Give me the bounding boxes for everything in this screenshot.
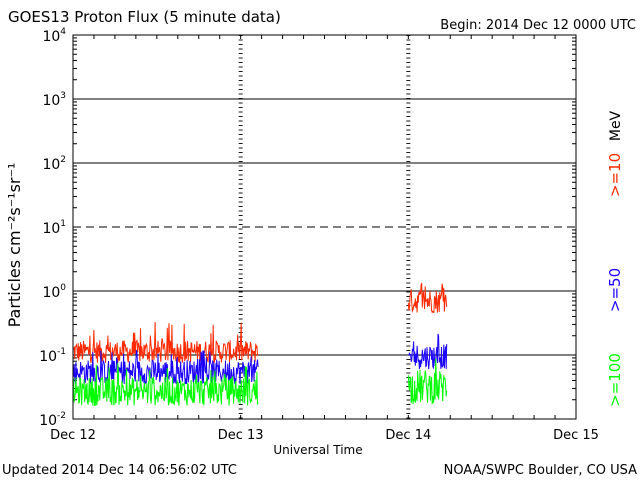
series-line-2 [72,363,259,407]
y-tick-exponent: 1 [60,219,66,229]
y-tick-exponent: -1 [57,347,66,357]
y-tick-exponent: 3 [60,91,66,101]
chart-title: GOES13 Proton Flux (5 minute data) [8,8,281,26]
data-series [72,282,448,407]
y-tick-label: 100 [42,283,66,301]
x-tick-label: Dec 14 [385,428,431,443]
series-line-2 [407,358,448,405]
y-tick-base: 10 [42,285,60,301]
y-axis-label: Particles cm⁻²s⁻¹sr⁻¹ [5,163,24,328]
legend: >=10 >=50 >=100 MeV [606,110,624,406]
x-tick-label: Dec 12 [50,428,96,443]
y-tick-label: 10-1 [39,347,66,365]
plot-frame [72,34,577,420]
y-tick-base: 10 [39,349,57,365]
y-tick-base: 10 [42,93,60,109]
legend-unit: MeV [608,110,624,141]
y-tick-exponent: 4 [60,27,66,37]
y-tick-base: 10 [42,29,60,45]
y-tick-label: 102 [42,155,66,173]
begin-time: Begin: 2014 Dec 12 0000 UTC [440,18,636,33]
y-tick-label: 104 [42,27,66,45]
y-tick-label: 101 [42,219,66,237]
y-tick-label: 103 [42,91,66,109]
series-line-1 [407,333,448,370]
legend-entry: >=100 [606,353,624,407]
series-line-0 [407,282,448,314]
credit-label: NOAA/SWPC Boulder, CO USA [444,463,637,478]
updated-timestamp: Updated 2014 Dec 14 06:56:02 UTC [2,463,237,478]
gridlines [73,98,576,356]
y-tick-exponent: 0 [60,283,66,293]
y-tick-exponent: -2 [57,411,66,421]
x-tick-label: Dec 13 [218,428,264,443]
legend-entry: >=50 [606,268,624,312]
y-tick-base: 10 [42,221,60,237]
x-axis-label: Universal Time [273,443,362,457]
y-tick-base: 10 [39,413,57,429]
legend-entry: >=10 [606,153,624,197]
y-tick-exponent: 2 [60,155,66,165]
series-line-0 [72,321,259,364]
y-tick-label: 10-2 [39,411,66,429]
y-tick-base: 10 [42,157,60,173]
x-tick-labels: Dec 12 Dec 13 Dec 14 Dec 15 [50,428,599,443]
x-tick-label: Dec 15 [553,428,599,443]
